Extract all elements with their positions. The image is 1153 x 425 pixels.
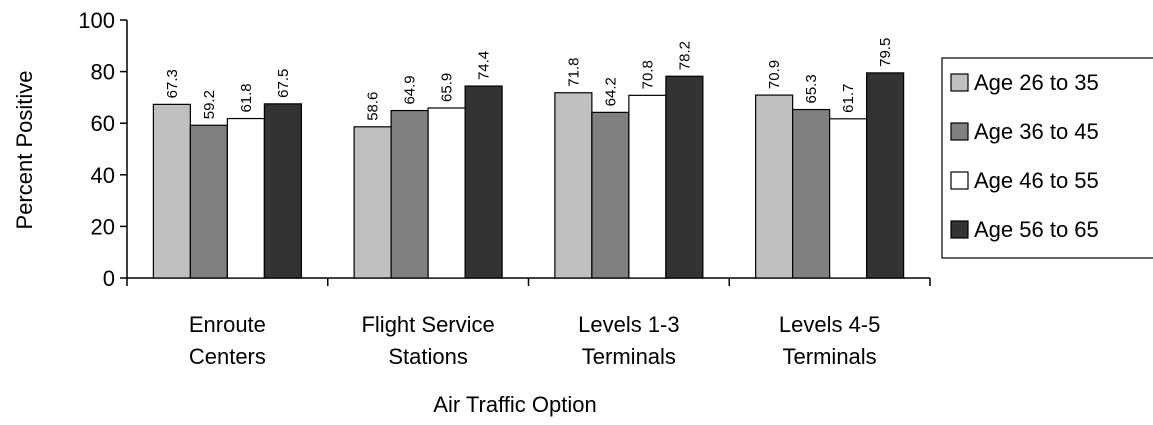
- data-label: 61.7: [840, 84, 857, 113]
- y-tick-label: 100: [78, 8, 115, 33]
- legend-label: Age 56 to 65: [974, 217, 1099, 242]
- bar: [427, 107, 466, 279]
- x-category-label: Terminals: [783, 344, 877, 369]
- legend-label: Age 36 to 45: [974, 119, 1099, 144]
- data-label: 64.9: [402, 75, 419, 104]
- legend-swatch: [950, 171, 969, 190]
- bar: [554, 92, 593, 279]
- x-category-label: Flight Service: [361, 312, 494, 337]
- x-category-label: Stations: [388, 344, 468, 369]
- legend-box: [941, 57, 1153, 259]
- x-category-label: Levels 1-3: [578, 312, 680, 337]
- legend-swatch: [950, 122, 969, 141]
- bar: [792, 108, 831, 279]
- data-label: 58.6: [365, 92, 382, 121]
- y-tick-label: 60: [91, 111, 115, 136]
- bar: [189, 124, 228, 279]
- axes: 0 20 40 60 80 100 Enroute Centers Flight Service…: [78, 8, 931, 369]
- bar: [755, 94, 794, 279]
- legend-swatch: [950, 73, 969, 92]
- data-label: 65.9: [439, 73, 456, 102]
- x-category-label: Terminals: [582, 344, 676, 369]
- bar: [353, 126, 392, 279]
- y-tick-label: 80: [91, 60, 115, 85]
- bar: [152, 103, 191, 279]
- x-axis-title: Air Traffic Option: [433, 392, 596, 417]
- bar: [390, 109, 429, 279]
- legend: Age 26 to 35 Age 36 to 45 Age 46 to 55 Age …: [941, 57, 1153, 259]
- bar: [464, 85, 503, 279]
- bar: [226, 117, 265, 279]
- y-axis-title: Percent Positive: [12, 71, 37, 230]
- data-label: 59.2: [201, 90, 218, 119]
- data-label: 67.3: [164, 69, 181, 98]
- bar: [866, 72, 905, 279]
- data-label: 71.8: [565, 58, 582, 87]
- bar: [591, 111, 630, 279]
- x-category-label: Levels 4-5: [779, 312, 881, 337]
- data-label: 64.2: [602, 77, 619, 106]
- data-label: 61.8: [238, 83, 255, 112]
- bars: [152, 72, 905, 279]
- x-category-label: Centers: [189, 344, 266, 369]
- bar: [829, 118, 868, 279]
- data-label: 70.8: [639, 60, 656, 89]
- data-label: 74.4: [476, 51, 493, 80]
- x-category-label: Enroute: [189, 312, 266, 337]
- data-labels: 67.3 59.2 61.8 67.5 58.6 64.9 65.9 74.4 71.8 64.2…: [164, 38, 894, 121]
- bar: [665, 75, 704, 279]
- data-label: 78.2: [676, 41, 693, 70]
- bar: [263, 103, 302, 279]
- legend-label: Age 26 to 35: [974, 70, 1099, 95]
- y-tick-label: 40: [91, 163, 115, 188]
- y-tick-label: 0: [103, 266, 115, 291]
- data-label: 65.3: [803, 74, 820, 103]
- legend-swatch: [950, 220, 969, 239]
- data-label: 70.9: [766, 60, 783, 89]
- bar: [628, 94, 667, 279]
- y-tick-label: 20: [91, 214, 115, 239]
- data-label: 79.5: [877, 38, 894, 67]
- legend-label: Age 46 to 55: [974, 168, 1099, 193]
- data-label: 67.5: [275, 69, 292, 98]
